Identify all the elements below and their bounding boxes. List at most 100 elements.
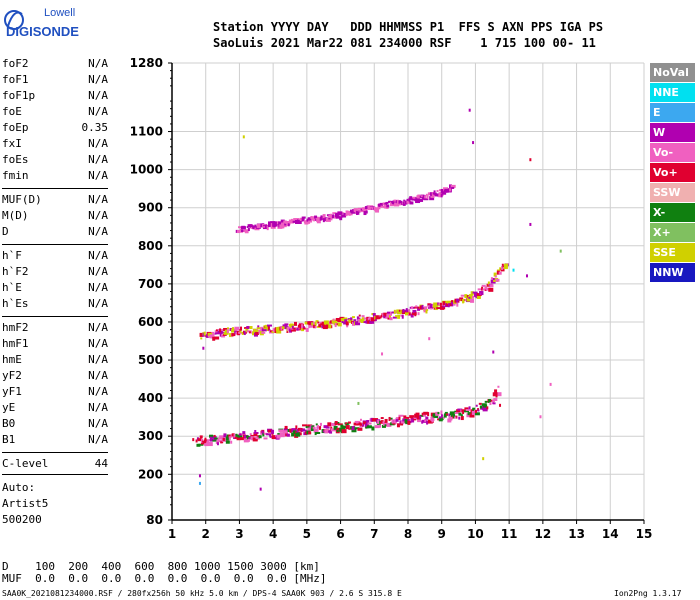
echo-mark-f-trace (333, 425, 338, 430)
muf-row: MUF 0.0 0.0 0.0 0.0 0.0 0.0 0.0 0.0 [MHz… (2, 572, 327, 585)
y-tick-label: 500 (138, 353, 163, 367)
echo-mark-f-trace (351, 428, 357, 433)
echo-mark-3f-trace (252, 225, 256, 229)
echo-mark-2f-trace (386, 313, 391, 318)
echo-mark-2f-trace (397, 312, 402, 315)
echo-mark-2f-trace (485, 287, 491, 291)
echo-mark-3f-trace (269, 223, 272, 226)
echo-mark-2f-trace (429, 304, 434, 309)
echo-mark-2f-trace (372, 313, 376, 317)
echo-mark-f-trace (289, 429, 292, 433)
echo-mark-f-trace (472, 407, 476, 411)
x-tick-label: 8 (404, 527, 412, 541)
echo-mark-f-trace (343, 426, 348, 429)
echo-mark-2f-trace (261, 328, 267, 332)
param-value: N/A (88, 137, 108, 150)
legend-item-ssw: SSW (650, 183, 695, 202)
echo-mark-2f-trace (480, 291, 484, 296)
echo-mark-2f-trace (481, 286, 484, 291)
echo-mark-f-trace (460, 414, 463, 417)
echo-mark-2f-trace (343, 321, 349, 325)
echo-mark-3f-trace (241, 225, 246, 228)
echo-mark-3f-trace (412, 196, 417, 199)
param-value: N/A (88, 105, 108, 118)
param-value: N/A (88, 337, 108, 350)
param-row-foep: foEp 0.35 (2, 120, 108, 136)
echo-mark-f-trace (484, 408, 488, 411)
echo-mark-2f-trace (324, 323, 329, 326)
echo-mark-f-trace (353, 422, 359, 426)
echo-mark-2f-trace (361, 315, 365, 318)
echo-mark-3f-trace (335, 215, 340, 219)
param-row-b1: B1 N/A (2, 432, 108, 448)
echo-mark-f-trace (329, 429, 333, 434)
param-row-b0: B0 N/A (2, 416, 108, 432)
echo-mark-2f-trace (249, 326, 253, 330)
echo-mark-3f-trace (415, 199, 421, 204)
echo-mark-3f-trace (351, 211, 356, 214)
echo-mark-f-trace (431, 418, 434, 423)
echo-point (559, 249, 562, 253)
echo-mark-f-trace (373, 418, 379, 422)
echo-mark-2f-trace (387, 317, 390, 320)
echo-mark-f-trace (240, 437, 246, 441)
echo-mark-f-trace (201, 438, 204, 443)
echo-mark-f-trace (327, 422, 332, 427)
echo-mark-f-trace (448, 416, 453, 421)
echo-mark-f-trace (347, 421, 351, 424)
echo-mark-2f-trace (404, 311, 409, 314)
echo-mark-f-trace (297, 427, 301, 431)
distance-row: D 100 200 400 600 800 1000 1500 3000 [km… (2, 560, 320, 573)
param-value: N/A (88, 193, 108, 206)
param-row-md: M(D) N/A (2, 208, 108, 224)
echo-mark-2f-trace (290, 323, 294, 328)
param-value: N/A (88, 153, 108, 166)
echo-mark-f-trace (471, 410, 475, 415)
param-row-ye: yE N/A (2, 400, 108, 416)
echo-mark-2f-trace (496, 269, 500, 272)
echo-mark-f-trace (253, 433, 258, 437)
echo-mark-2f-trace (199, 332, 204, 337)
legend-item-nnw: NNW (650, 263, 695, 282)
echo-mark-2f-trace (386, 311, 391, 314)
echo-mark-2f-trace (462, 299, 465, 304)
footer-left: SAA0K_2021081234000.RSF / 280fx256h 50 k… (2, 589, 402, 598)
echo-mark-2f-trace (231, 328, 237, 333)
echo-mark-2f-trace (276, 326, 279, 329)
echo-mark-f-trace (307, 427, 313, 431)
echo-mark-3f-trace (380, 205, 384, 208)
echo-mark-2f-trace (308, 325, 311, 329)
echo-mark-2f-trace (318, 324, 322, 328)
echo-mark-3f-trace (297, 220, 301, 225)
echo-mark-f-trace (450, 412, 453, 417)
echo-mark-2f-trace (217, 330, 223, 334)
echo-mark-3f-trace (246, 229, 249, 234)
logo-line1: Lowell (44, 7, 75, 19)
echo-mark-f-trace (313, 428, 319, 433)
echo-mark-3f-trace (283, 220, 287, 223)
x-tick-label: 7 (370, 527, 378, 541)
echo-mark-f-trace (295, 432, 301, 437)
polarization-legend: NoVal NNE E W Vo- Vo+ SSW X- X+ SSE NNW (650, 63, 695, 283)
echo-mark-2f-trace (274, 329, 277, 334)
echo-mark-3f-trace (307, 217, 312, 221)
param-value: N/A (88, 73, 108, 86)
param-name: yE (2, 401, 16, 414)
echo-mark-2f-trace (446, 303, 449, 307)
echo-mark-f-trace (235, 433, 238, 437)
echo-mark-3f-trace (266, 226, 269, 231)
echo-point (198, 481, 201, 485)
echo-mark-2f-trace (495, 278, 500, 282)
echo-mark-f-trace (203, 439, 208, 443)
echo-mark-3f-trace (335, 212, 338, 216)
y-tick-label: 800 (138, 239, 163, 253)
echo-mark-f-trace (469, 413, 475, 418)
echo-mark-2f-trace (467, 295, 473, 299)
echo-mark-3f-trace (379, 202, 385, 205)
echo-mark-f-trace (371, 426, 375, 431)
echo-mark-3f-trace (430, 194, 435, 198)
echo-mark-f-trace (291, 428, 297, 433)
y-tick-label: 300 (138, 429, 163, 443)
x-tick-label: 1 (168, 527, 176, 541)
echo-mark-2f-trace (240, 326, 243, 331)
